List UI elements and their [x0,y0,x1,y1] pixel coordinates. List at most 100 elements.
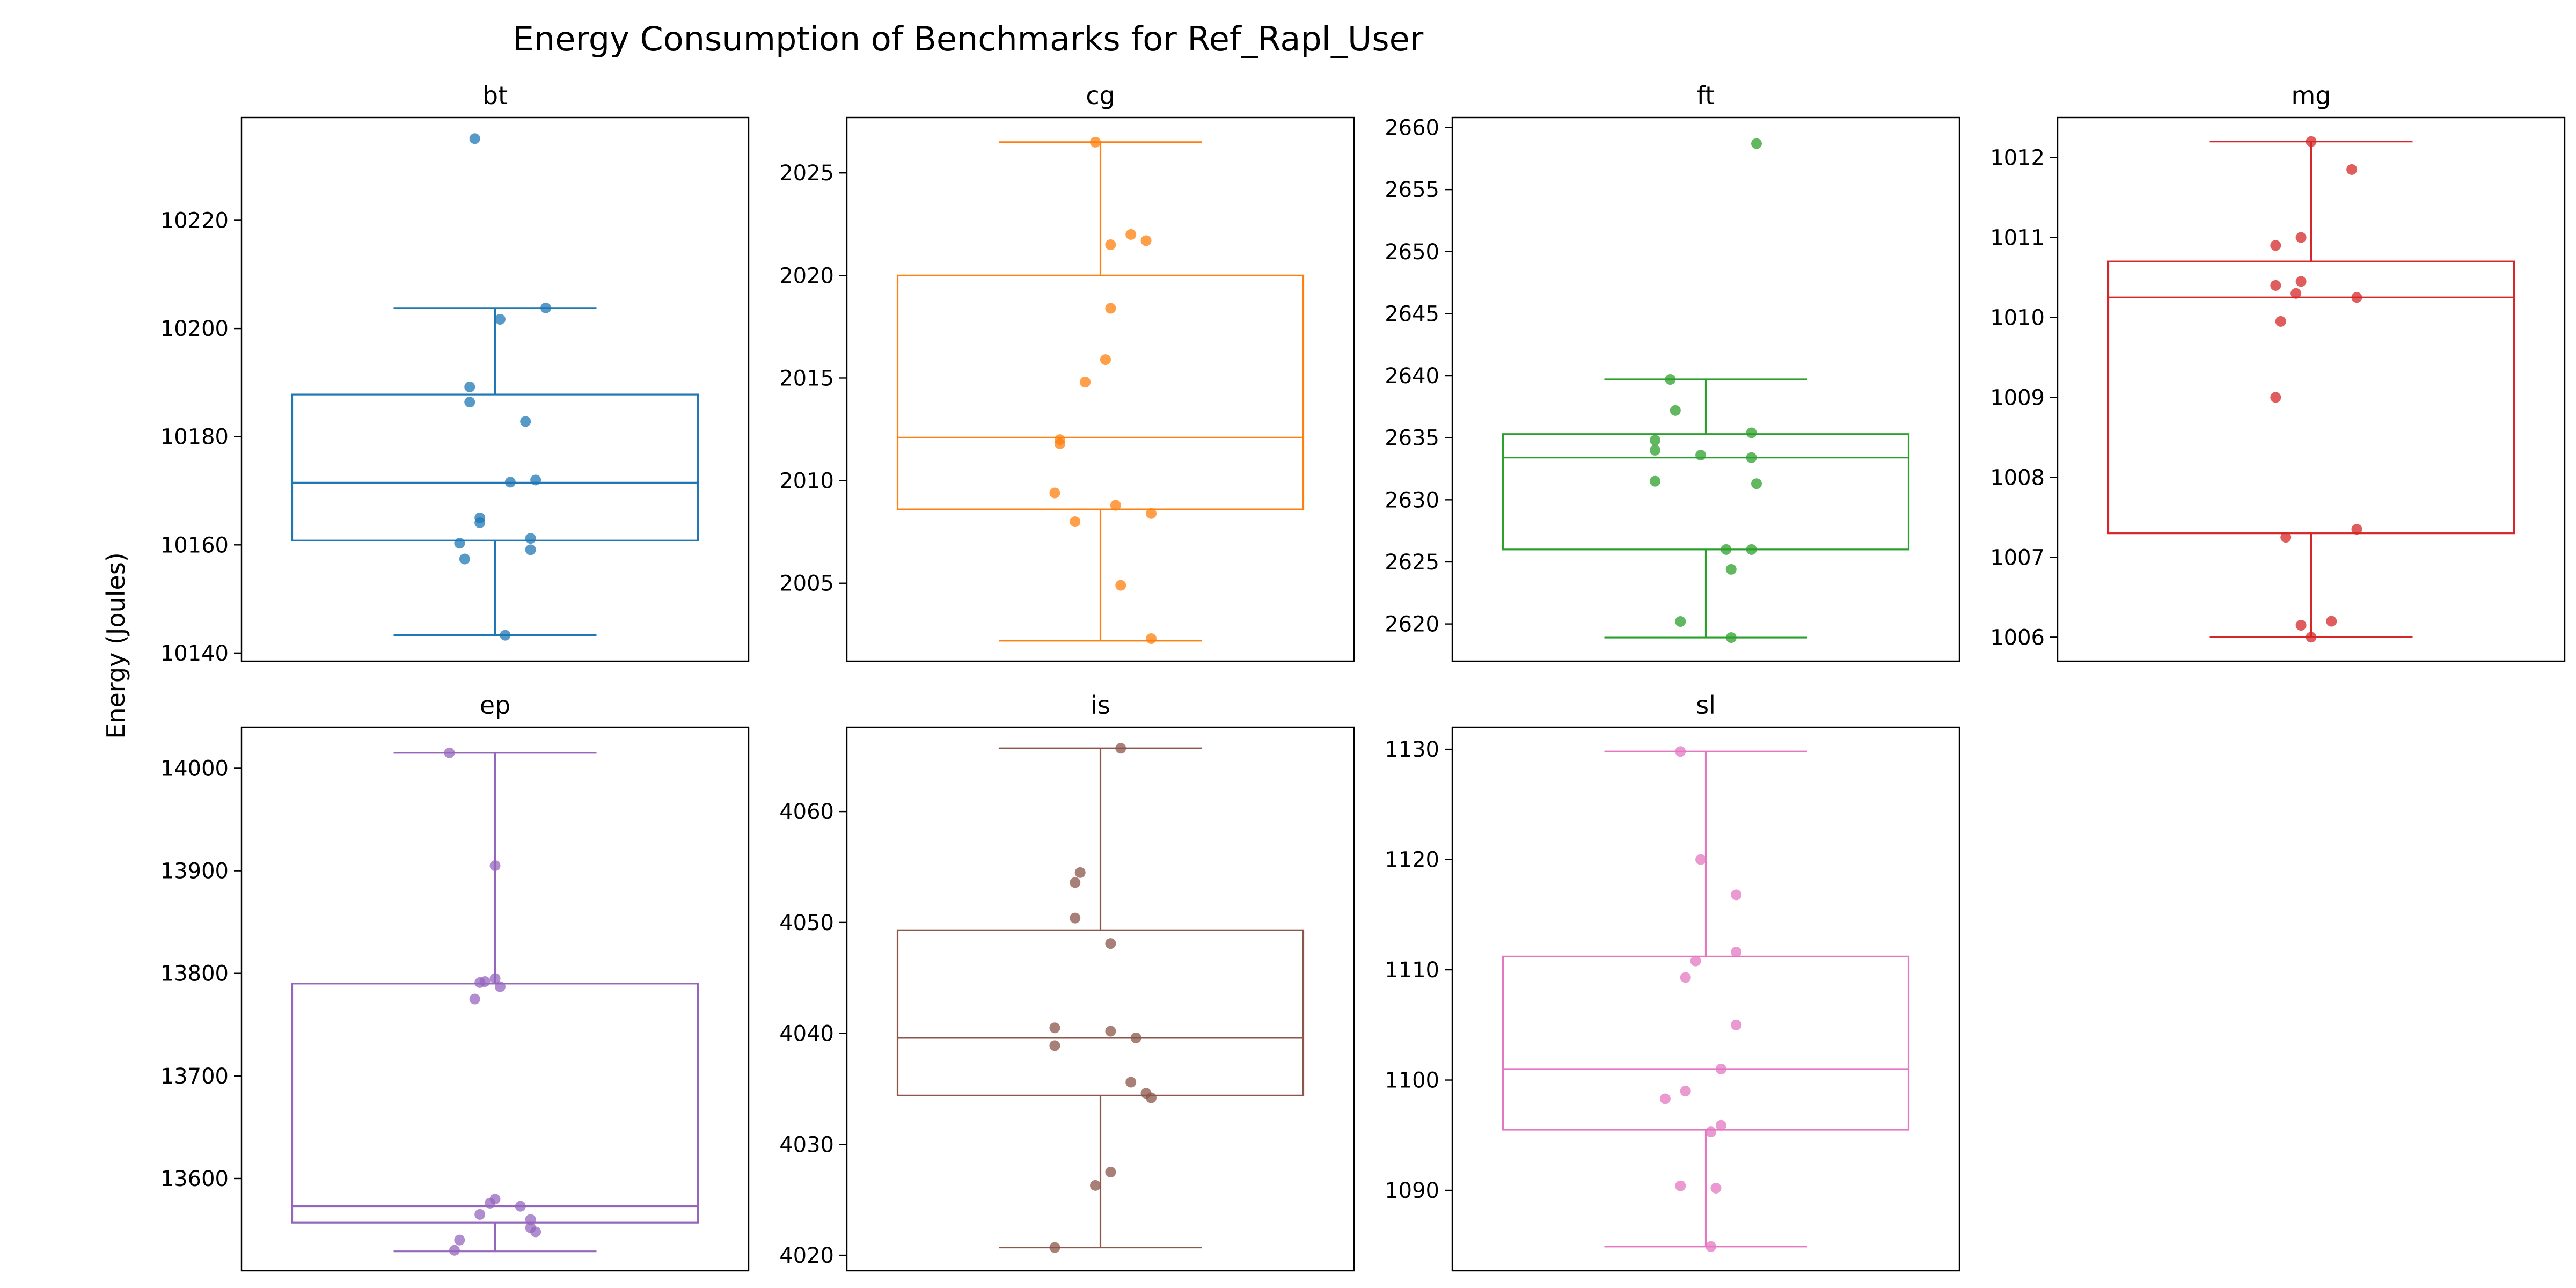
data-point [530,1226,541,1238]
data-point [1705,1241,1716,1252]
y-tick-label: 2635 [1385,426,1439,451]
y-tick-label: 1120 [1385,848,1439,873]
data-point [1100,354,1111,365]
data-point [525,544,536,555]
subplot-title: is [1091,691,1110,720]
data-point [2280,532,2292,543]
y-tick-label: 13900 [160,859,229,884]
axes-frame [1451,726,1960,1272]
data-point [1070,912,1081,924]
y-tick-label: 10160 [160,533,229,558]
y-tick-label: 1007 [1990,545,2045,570]
y-tick-label: 1006 [1990,625,2045,650]
data-point [454,1234,465,1246]
data-point [1715,1119,1726,1131]
y-tick-label: 2650 [1385,240,1439,265]
data-point [494,981,506,992]
data-point [2290,288,2302,299]
data-point [515,1201,526,1212]
data-point [1105,303,1116,314]
iqr-box [896,929,1305,1096]
iqr-box [2107,260,2515,535]
subplot-title: bt [482,81,508,110]
y-tick-label: 2660 [1385,116,1439,141]
data-point [2295,276,2307,287]
data-point [2306,632,2317,643]
data-point [530,474,541,486]
data-point [1115,580,1126,591]
data-point [1665,374,1676,385]
data-point [1105,938,1116,949]
data-point [2295,619,2307,631]
data-point [540,302,551,313]
data-point [474,977,486,988]
data-point [1125,1077,1137,1088]
data-point [485,1197,496,1209]
data-point [1130,1032,1141,1043]
data-point [525,1214,536,1225]
data-point [1675,616,1686,627]
data-point [449,1245,460,1256]
y-tick-label: 2625 [1385,550,1439,575]
data-point [1670,405,1681,416]
subplot-title: cg [1086,81,1115,110]
iqr-box [1502,433,1910,551]
data-point [1680,1086,1691,1097]
data-point [1731,1019,1742,1030]
y-tick-label: 4030 [779,1132,834,1157]
data-point [500,630,511,641]
y-tick-label: 1012 [1990,145,2045,170]
data-point [1659,1093,1671,1104]
subplot-sl: sl 1090 1100 1110 1120 1130 [1385,691,1960,1272]
data-point [1049,1022,1060,1034]
data-point [1146,1092,1157,1103]
axes-frame [240,116,750,662]
subplot-mg: mg 1006 1007 1008 1009 1010 1011 1012 [1990,81,2566,662]
data-point [2295,232,2307,243]
data-point [2351,524,2362,535]
data-point [1110,500,1121,511]
y-tick-label: 4020 [779,1243,834,1268]
data-point [1125,229,1137,240]
y-tick-label: 10220 [160,209,229,233]
data-point [504,477,516,488]
y-tick-label: 1110 [1385,958,1439,983]
data-point [489,973,501,984]
axes-frame [846,116,1355,662]
y-tick-label: 14000 [160,756,229,781]
subplot-title: sl [1696,691,1716,720]
data-point [1070,877,1081,888]
axes-frame [240,726,750,1272]
data-point [1090,136,1101,148]
y-tick-label: 2640 [1385,364,1439,389]
data-point [464,397,475,408]
y-tick-label: 2005 [779,572,834,596]
data-point [1074,867,1086,878]
data-point [1721,544,1732,555]
data-point [1746,427,1757,438]
data-point [2346,164,2358,175]
data-point [2351,292,2362,303]
subplot-ft: ft 2620 2625 2630 2635 2640 2645 2650 2655 2660 [1385,81,1960,662]
data-point [2270,240,2281,251]
data-point [1146,633,1157,644]
y-tick-label: 1009 [1990,385,2045,410]
data-point [1140,235,1152,246]
subplot-is: is 4020 4030 4040 4050 4060 [779,691,1355,1272]
data-point [474,517,486,528]
data-point [494,313,506,325]
subplot-title: ep [480,691,511,720]
y-tick-label: 4050 [779,911,834,935]
axes-frame [846,726,1355,1272]
y-tick-label: 2015 [779,366,834,391]
y-tick-label: 2645 [1385,302,1439,326]
subplot-bt: bt 10140 10160 10180 10200 10220 [160,81,750,666]
y-tick-label: 10200 [160,317,229,341]
y-tick-label: 2010 [779,469,834,494]
data-point [1650,475,1660,487]
data-point [525,533,536,544]
y-tick-label: 1130 [1385,737,1439,762]
y-tick-label: 2620 [1385,612,1439,637]
